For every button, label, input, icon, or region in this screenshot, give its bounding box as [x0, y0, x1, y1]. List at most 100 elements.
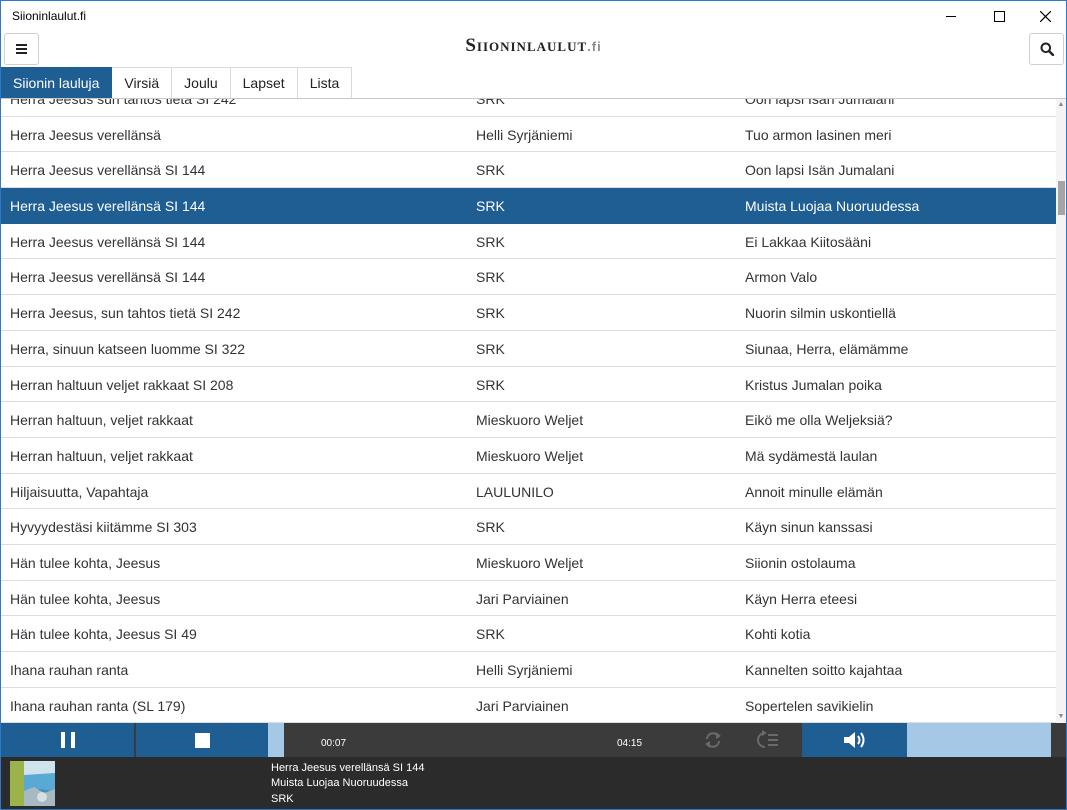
now-playing-title: Herra Jeesus verellänsä SI 144	[271, 762, 425, 774]
song-row[interactable]: Herra Jeesus verellänsä SI 144 SRK Ei Lakk…	[1, 224, 1056, 260]
song-album: Siunaa, Herra, elämämme	[745, 340, 909, 357]
song-list: Herra Jeesus sun tahtos tietä SI 242 SRK O…	[1, 99, 1056, 723]
song-album: Mä sydämestä laulan	[745, 447, 878, 464]
song-artist: SRK	[476, 233, 505, 250]
total-time: 04:15	[617, 738, 643, 749]
song-title: Herran haltuun, veljet rakkaat	[10, 447, 193, 464]
song-album: Tuo armon lasinen meri	[745, 126, 892, 143]
search-button[interactable]	[1029, 33, 1064, 65]
song-row[interactable]: Hiljaisuutta, Vapahtaja LAULUNILO Annoit m…	[1, 474, 1056, 510]
song-album: Nuorin silmin uskontiellä	[745, 305, 896, 322]
scroll-down-arrow-icon[interactable]: ▼	[1057, 713, 1065, 720]
song-row[interactable]: Herra, sinuun katseen luomme SI 322 SRK Si…	[1, 331, 1056, 367]
maximize-icon	[993, 10, 1005, 22]
song-title: Herra Jeesus verellänsä SI 144	[10, 162, 206, 179]
tab-siionin-lauluja[interactable]: Siionin lauluja	[1, 67, 113, 98]
pause-icon	[60, 732, 75, 748]
song-artist: SRK	[476, 626, 505, 643]
song-title: Herra Jeesus verellänsä	[10, 126, 161, 143]
hamburger-icon	[16, 44, 27, 54]
window-title: Siioninlaulut.fi	[12, 9, 87, 23]
song-album: Sopertelen savikielin	[745, 697, 874, 714]
song-row[interactable]: Herra Jeesus, sun tahtos tietä SI 242 SRK…	[1, 295, 1056, 331]
song-album: Käyn sinun kanssasi	[745, 519, 873, 536]
song-row[interactable]: Herran haltuun, veljet rakkaat Mieskuoro …	[1, 438, 1056, 474]
song-artist: Mieskuoro Weljet	[476, 554, 584, 571]
tab-lapset[interactable]: Lapset	[230, 67, 298, 98]
song-title: Hyvyydestäsi kiitämme SI 303	[10, 519, 197, 536]
song-title: Hiljaisuutta, Vapahtaja	[10, 483, 149, 500]
scroll-thumb[interactable]	[1058, 181, 1065, 215]
song-album: Eikö me olla Weljeksiä?	[745, 412, 893, 429]
song-row[interactable]: Ihana rauhan ranta (SL 179) Jari Parviain…	[1, 688, 1056, 723]
song-row-selected[interactable]: Herra Jeesus verellänsä SI 144 SRK Muista …	[1, 188, 1056, 224]
playlist-button[interactable]	[754, 723, 782, 757]
song-album: Käyn Herra eteesi	[745, 590, 858, 607]
tab-lista[interactable]: Lista	[297, 67, 353, 98]
minimize-button[interactable]	[928, 1, 974, 31]
site-logo: Siioninlaulut.fi	[1, 35, 1066, 57]
song-row[interactable]: Hän tulee kohta, Jeesus Jari Parviainen Kä…	[1, 581, 1056, 617]
song-artist: SRK	[476, 269, 505, 286]
pause-button[interactable]	[1, 723, 134, 757]
repeat-button[interactable]	[699, 723, 727, 757]
song-row[interactable]: Herran haltuun, veljet rakkaat Mieskuoro …	[1, 402, 1056, 438]
song-row[interactable]: Hän tulee kohta, Jeesus Mieskuoro Weljet S…	[1, 545, 1056, 581]
song-artist: SRK	[476, 198, 505, 215]
close-button[interactable]	[1022, 1, 1066, 31]
song-album: Ei Lakkaa Kiitosääni	[745, 233, 872, 250]
repeat-icon	[705, 732, 721, 748]
song-artist: SRK	[476, 519, 505, 536]
logo-main: Siioninlaulut	[465, 35, 588, 56]
minimize-icon	[946, 16, 956, 17]
song-row[interactable]: Herra Jeesus verellänsä Helli Syrjäniemi T…	[1, 117, 1056, 153]
song-row[interactable]: Herran haltuun veljet rakkaat SI 208 SRK K…	[1, 367, 1056, 403]
song-row[interactable]: Hän tulee kohta, Jeesus SI 49 SRK Kohti ko…	[1, 616, 1056, 652]
song-title: Ihana rauhan ranta	[10, 662, 129, 678]
volume-button[interactable]	[802, 723, 907, 757]
song-album: Annoit minulle elämän	[745, 483, 883, 500]
menu-button[interactable]	[4, 33, 39, 65]
song-album: Siionin ostolauma	[745, 554, 856, 571]
song-title: Herra Jeesus verellänsä SI 144	[10, 269, 206, 286]
app-header: Siioninlaulut.fi	[1, 31, 1066, 67]
scroll-up-arrow-icon[interactable]: ▲	[1057, 101, 1065, 108]
album-cover	[10, 761, 55, 806]
song-title: Hän tulee kohta, Jeesus	[10, 554, 161, 571]
volume-slider[interactable]	[907, 723, 1051, 757]
tab-joulu[interactable]: Joulu	[172, 67, 231, 98]
search-icon	[1040, 42, 1054, 56]
stop-button[interactable]	[136, 723, 268, 757]
song-row[interactable]: Ihana rauhan ranta Helli Syrjäniemi Kannel…	[1, 652, 1056, 688]
song-title: Herra Jeesus sun tahtos tietä SI 242	[10, 99, 237, 107]
song-title: Herran haltuun veljet rakkaat SI 208	[10, 376, 234, 393]
song-artist: SRK	[476, 99, 505, 107]
song-artist: Jari Parviainen	[476, 697, 569, 714]
song-title: Herra Jeesus, sun tahtos tietä SI 242	[10, 305, 241, 322]
song-row[interactable]: Herra Jeesus sun tahtos tietä SI 242 SRK O…	[1, 99, 1056, 117]
now-playing-artist: SRK	[271, 793, 294, 805]
song-title: Hän tulee kohta, Jeesus SI 49	[10, 626, 197, 643]
song-artist: SRK	[476, 305, 505, 322]
song-row[interactable]: Hyvyydestäsi kiitämme SI 303 SRK Käyn sinu…	[1, 509, 1056, 545]
volume-slider-rest	[1051, 723, 1066, 757]
song-artist: SRK	[476, 162, 505, 179]
maximize-button[interactable]	[976, 1, 1022, 31]
divider	[134, 723, 136, 757]
song-artist: Mieskuoro Weljet	[476, 412, 584, 429]
tab-virsiä[interactable]: Virsiä	[112, 67, 173, 98]
scrollbar[interactable]: ▲ ▼	[1056, 99, 1066, 723]
song-album: Armon Valo	[745, 269, 818, 286]
song-artist: SRK	[476, 340, 505, 357]
song-row[interactable]: Herra Jeesus verellänsä SI 144 SRK Armon V…	[1, 259, 1056, 296]
song-title: Hän tulee kohta, Jeesus	[10, 590, 161, 607]
song-album: Kannelten soitto kajahtaa	[745, 662, 903, 678]
song-artist: SRK	[476, 376, 505, 393]
now-playing-bar: Herra Jeesus verellänsä SI 144 Muista Lu…	[1, 757, 1066, 809]
song-artist: Helli Syrjäniemi	[476, 126, 573, 143]
category-tabs: Siionin lauluja Virsiä Joulu Lapset Lista	[1, 67, 1066, 99]
song-row[interactable]: Herra Jeesus verellänsä SI 144 SRK Oon lap…	[1, 152, 1056, 189]
song-title: Ihana rauhan ranta (SL 179)	[10, 697, 186, 714]
progress-fill[interactable]	[268, 723, 284, 757]
shuffle-icon	[757, 730, 778, 748]
